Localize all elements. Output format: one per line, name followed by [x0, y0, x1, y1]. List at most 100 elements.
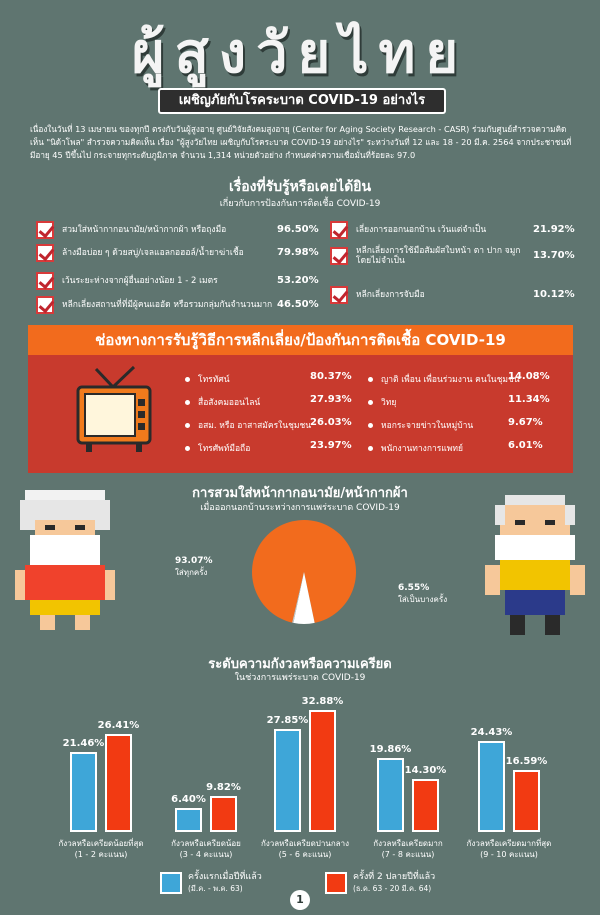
bar-value-label: 9.82% — [206, 781, 241, 793]
bar-second-4 — [513, 770, 540, 832]
category-label-line: (3 - 4 คะแนน) — [179, 850, 233, 859]
mask-pie-chart — [252, 520, 356, 624]
channel-left-label: สื่อสังคมออนไลน์ — [198, 398, 261, 408]
bullet-icon — [185, 445, 190, 451]
channel-right-item: พนักงานทางการแพทย์ — [368, 441, 463, 455]
category-label-line: กังวลหรือเครียดมากที่สุด — [466, 839, 552, 848]
awareness-subtitle: เกี่ยวกับการป้องกันการติดเชื้อ COVID-19 — [219, 199, 381, 209]
category-label-line: กังวลหรือเครียดน้อยที่สุด — [58, 839, 144, 848]
bar-second-2 — [309, 709, 336, 832]
channel-right-value: 9.67% — [508, 417, 543, 428]
awareness-right-item: เลี่ยงการออกนอกบ้าน เว้นแต่จำเป็น — [330, 219, 529, 241]
channel-left-label: โทรศัพท์มือถือ — [198, 444, 251, 454]
channel-left-label: โทรทัศน์ — [198, 375, 230, 385]
channel-left-item: อสม. หรือ อาสาสมัครในชุมชน — [185, 418, 311, 432]
elderly-man-icon — [485, 495, 585, 635]
pie-text-always: ใส่ทุกครั้ง — [175, 568, 208, 577]
awareness-right-item: หลีกเลี่ยงการจับมือ — [330, 284, 529, 306]
bar-value-label: 14.30% — [404, 764, 447, 776]
awareness-right-value: 21.92% — [533, 224, 575, 235]
bar-value-label: 24.43% — [470, 727, 513, 739]
awareness-left-value: 96.50% — [277, 224, 319, 235]
pie-label-always: 93.07% ใส่ทุกครั้ง — [175, 556, 213, 578]
channel-right-value: 6.01% — [508, 440, 543, 451]
page-subtitle: เผชิญภัยกับโรคระบาด COVID-19 อย่างไร — [158, 88, 446, 114]
channel-right-item: วิทยุ — [368, 395, 396, 409]
legend-second-period: (ธ.ค. 63 - 20 มี.ค. 64) — [353, 884, 432, 893]
bar-second-1 — [210, 795, 237, 832]
bullet-icon — [368, 376, 373, 382]
awareness-left-item: เว้นระยะห่างจากผู้อื่นอย่างน้อย 1 - 2 เม… — [36, 270, 273, 292]
category-label: กังวลหรือเครียดน้อย (3 - 4 คะแนน) — [151, 838, 261, 860]
intro-paragraph: เนื่องในวันที่ 13 เมษายน ของทุกปี ตรงกับ… — [30, 124, 572, 160]
checkbox-icon — [330, 221, 348, 239]
legend-first-period: (มี.ค. - พ.ค. 63) — [188, 884, 243, 893]
bar-second-3 — [412, 778, 439, 832]
bullet-icon — [185, 376, 190, 382]
awareness-right-value: 10.12% — [533, 289, 575, 300]
channel-right-label: ญาติ เพื่อน เพื่อนร่วมงาน คนในชุมชน — [381, 375, 520, 385]
legend-first: ครั้งแรกเมื่อปีที่แล้ว (มี.ค. - พ.ค. 63) — [188, 872, 262, 894]
legend-second-name: ครั้งที่ 2 ปลายปีที่แล้ว — [353, 872, 436, 882]
category-label-line: (7 - 8 คะแนน) — [381, 850, 435, 859]
channels-title: ช่องทางการรับรู้วิธีการหลีกเลี่ยง/ป้องกั… — [28, 325, 573, 355]
awareness-left-value: 53.20% — [277, 275, 319, 286]
category-label: กังวลหรือเครียดน้อยที่สุด (1 - 2 คะแนน) — [46, 838, 156, 860]
pie-slice-sometimes — [293, 572, 315, 624]
channel-right-label: พนักงานทางการแพทย์ — [381, 444, 463, 454]
awareness-left-item: หลีกเลี่ยงสถานที่ที่มีผู้คนแออัด หรือรวม… — [36, 294, 273, 316]
bullet-icon — [368, 399, 373, 405]
awareness-right-label: หลีกเลี่ยงการจับมือ — [356, 290, 425, 300]
legend-swatch-second — [325, 872, 347, 894]
bar-value-label: 16.59% — [505, 756, 548, 768]
awareness-left-label: เว้นระยะห่างจากผู้อื่นอย่างน้อย 1 - 2 เม… — [62, 276, 218, 286]
channels-panel: โทรทัศน์ 80.37% สื่อสังคมออนไลน์ 27.93% อสม.… — [28, 355, 573, 473]
bar-second-0 — [105, 733, 132, 832]
channel-right-item: ญาติ เพื่อน เพื่อนร่วมงาน คนในชุมชน — [368, 372, 520, 386]
pie-text-sometimes: ใส่เป็นบางครั้ง — [398, 595, 448, 604]
tv-icon — [76, 365, 152, 452]
stress-title: ระดับความกังวลหรือความเครียด — [208, 657, 392, 672]
legend-second: ครั้งที่ 2 ปลายปีที่แล้ว (ธ.ค. 63 - 20 ม… — [353, 872, 435, 894]
bullet-icon — [185, 422, 190, 428]
bullet-icon — [368, 445, 373, 451]
bullet-icon — [368, 422, 373, 428]
category-label-line: กังวลหรือเครียดปานกลาง — [261, 839, 349, 848]
checkbox-icon — [36, 221, 54, 239]
mask-title: การสวมใส่หน้ากากอนามัย/หน้ากากผ้า — [192, 486, 408, 501]
awareness-left-value: 46.50% — [277, 299, 319, 310]
awareness-right-value: 13.70% — [533, 250, 575, 261]
bar-first-0 — [70, 752, 97, 832]
channel-left-value: 27.93% — [310, 394, 352, 405]
elderly-woman-icon — [15, 490, 115, 630]
awareness-left-label: หลีกเลี่ยงสถานที่ที่มีผู้คนแออัด หรือรวม… — [62, 300, 273, 310]
channel-left-label: อสม. หรือ อาสาสมัครในชุมชน — [198, 421, 312, 431]
mask-subtitle: เมื่อออกนอกบ้านระหว่างการแพร่ระบาด COVID… — [200, 503, 400, 513]
channel-left-item: โทรศัพท์มือถือ — [185, 441, 250, 455]
bar-value-label: 32.88% — [301, 695, 344, 707]
pie-value-always: 93.07% — [175, 556, 213, 566]
category-label-line: (9 - 10 คะแนน) — [480, 850, 538, 859]
page-title: ผู้สูงวัยไทย — [131, 21, 469, 86]
bar-first-4 — [478, 741, 505, 832]
awareness-title: เรื่องที่รับรู้หรือเคยได้ยิน — [228, 179, 372, 195]
pie-value-sometimes: 6.55% — [398, 583, 430, 593]
category-label-line: กังวลหรือเครียดน้อย — [171, 839, 241, 848]
checkbox-icon — [36, 244, 54, 262]
bar-first-1 — [175, 808, 202, 832]
category-label-line: กังวลหรือเครียดมาก — [373, 839, 443, 848]
awareness-right-label: หลีกเลี่ยงการใช้มือสัมผัสใบหน้า ตา ปาก จ… — [356, 246, 521, 266]
channel-right-label: วิทยุ — [381, 398, 397, 408]
stress-subtitle: ในช่วงการแพร่ระบาด COVID-19 — [234, 673, 366, 683]
awareness-left-value: 79.98% — [277, 247, 319, 258]
channel-left-value: 26.03% — [310, 417, 352, 428]
checkbox-icon — [36, 272, 54, 290]
bar-value-label: 27.85% — [266, 714, 309, 726]
legend-first-name: ครั้งแรกเมื่อปีที่แล้ว — [188, 872, 262, 882]
channel-right-value: 14.08% — [508, 371, 550, 382]
channel-right-label: หอกระจายข่าวในหมู่บ้าน — [381, 421, 474, 431]
awareness-right-label: เลี่ยงการออกนอกบ้าน เว้นแต่จำเป็น — [356, 225, 487, 235]
channel-left-value: 23.97% — [310, 440, 352, 451]
channel-left-item: สื่อสังคมออนไลน์ — [185, 395, 260, 409]
bar-value-label: 21.46% — [62, 738, 105, 750]
